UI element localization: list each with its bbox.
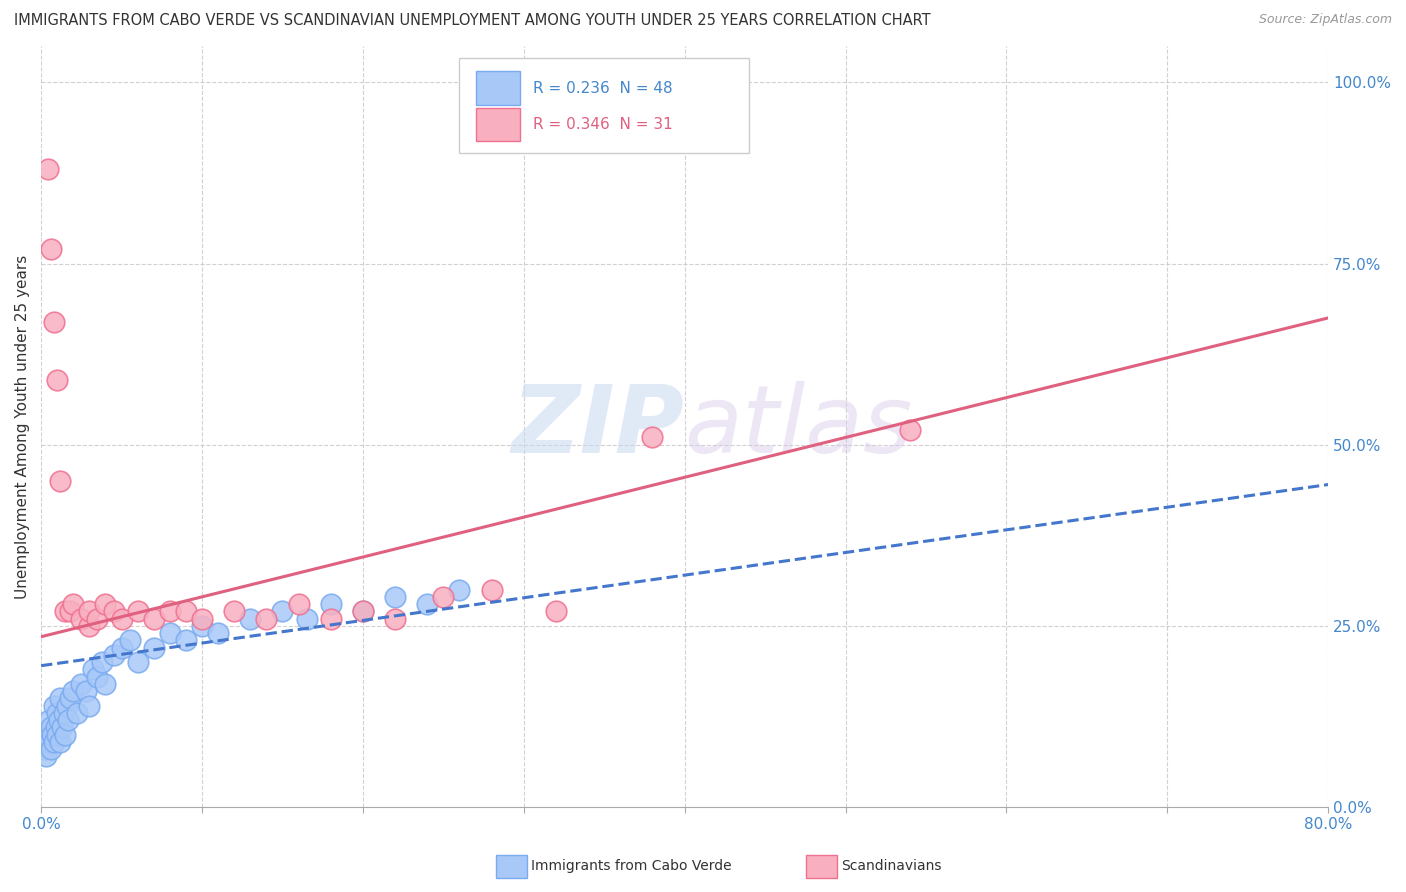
Point <box>37 727 59 741</box>
Point <box>42 314 65 328</box>
Point <box>70 612 93 626</box>
Point <box>46 372 69 386</box>
Point <box>319 612 342 626</box>
Point <box>34 742 56 756</box>
Point <box>46 706 69 720</box>
Point <box>103 648 125 662</box>
Text: Immigrants from Cabo Verde: Immigrants from Cabo Verde <box>531 859 733 873</box>
Point <box>75 684 97 698</box>
FancyBboxPatch shape <box>477 71 520 104</box>
Point <box>159 626 181 640</box>
Point <box>82 662 104 676</box>
Point <box>79 698 101 713</box>
Point <box>59 691 82 706</box>
Point <box>103 604 125 618</box>
Point <box>224 604 246 618</box>
Point <box>481 582 503 597</box>
Point <box>174 604 197 618</box>
FancyBboxPatch shape <box>460 58 749 153</box>
Point <box>352 604 374 618</box>
Point <box>287 597 309 611</box>
Point <box>94 597 117 611</box>
Point <box>271 604 294 618</box>
Point <box>79 604 101 618</box>
Point <box>295 612 318 626</box>
Point <box>52 706 75 720</box>
Point <box>38 713 60 727</box>
Point <box>110 640 132 655</box>
Point <box>142 640 165 655</box>
Point <box>142 612 165 626</box>
Point <box>46 727 69 741</box>
Point <box>45 720 67 734</box>
Point <box>42 698 65 713</box>
Point <box>118 633 141 648</box>
Point <box>49 474 72 488</box>
Point <box>39 720 62 734</box>
Point <box>416 597 439 611</box>
Text: Source: ZipAtlas.com: Source: ZipAtlas.com <box>1258 13 1392 27</box>
Point <box>70 677 93 691</box>
Point <box>62 597 84 611</box>
Point <box>37 162 59 177</box>
Point <box>49 735 72 749</box>
Text: atlas: atlas <box>685 381 912 472</box>
Point <box>39 742 62 756</box>
Text: R = 0.236  N = 48: R = 0.236 N = 48 <box>533 80 672 95</box>
Point <box>94 677 117 691</box>
Point <box>641 430 664 444</box>
Point <box>38 735 60 749</box>
Point <box>127 655 149 669</box>
Point <box>191 612 214 626</box>
Point <box>127 604 149 618</box>
Point <box>86 669 108 683</box>
Point <box>191 619 214 633</box>
Point <box>352 604 374 618</box>
Point <box>53 727 76 741</box>
Point <box>65 706 87 720</box>
Point <box>86 612 108 626</box>
Point <box>42 735 65 749</box>
Point <box>449 582 471 597</box>
Point <box>384 590 406 604</box>
Point <box>48 713 70 727</box>
Point <box>49 691 72 706</box>
Point <box>207 626 229 640</box>
Point <box>544 604 567 618</box>
Point <box>432 590 454 604</box>
Point <box>174 633 197 648</box>
Text: IMMIGRANTS FROM CABO VERDE VS SCANDINAVIAN UNEMPLOYMENT AMONG YOUTH UNDER 25 YEA: IMMIGRANTS FROM CABO VERDE VS SCANDINAVI… <box>14 13 931 29</box>
Point <box>39 242 62 256</box>
Point <box>319 597 342 611</box>
Point <box>91 655 114 669</box>
Point <box>239 612 262 626</box>
FancyBboxPatch shape <box>477 108 520 141</box>
Text: R = 0.346  N = 31: R = 0.346 N = 31 <box>533 117 672 132</box>
Point <box>62 684 84 698</box>
Point <box>159 604 181 618</box>
Text: ZIP: ZIP <box>512 381 685 473</box>
Point <box>254 612 277 626</box>
Text: Scandinavians: Scandinavians <box>841 859 941 873</box>
Y-axis label: Unemployment Among Youth under 25 years: Unemployment Among Youth under 25 years <box>15 254 30 599</box>
Point <box>384 612 406 626</box>
Point <box>41 727 63 741</box>
Point <box>79 619 101 633</box>
Point <box>59 604 82 618</box>
Point <box>58 713 80 727</box>
Point <box>110 612 132 626</box>
Point <box>51 720 73 734</box>
Point <box>53 604 76 618</box>
Point <box>898 423 921 437</box>
Point <box>35 749 58 764</box>
Point <box>56 698 79 713</box>
